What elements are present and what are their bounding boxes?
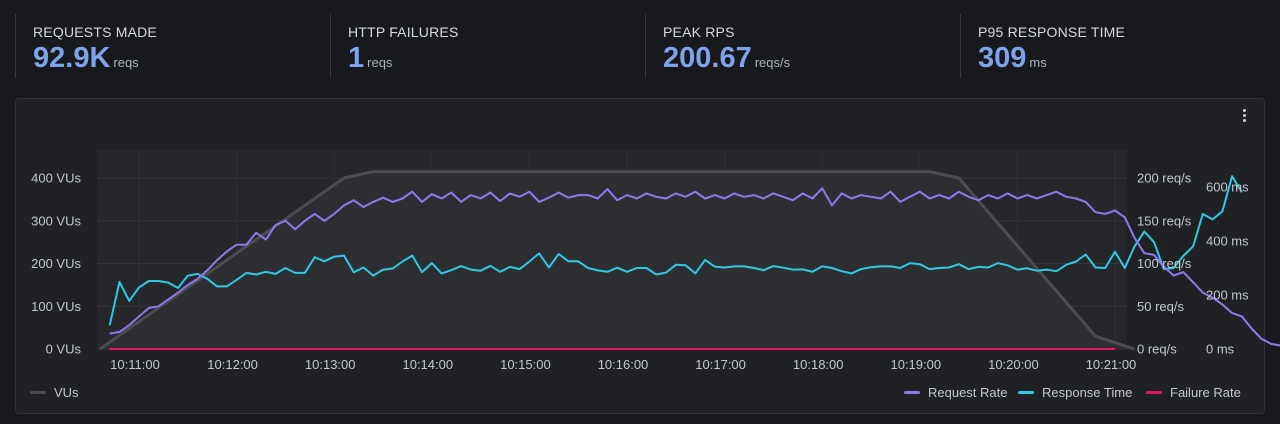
stat-value-row: 1 reqs [348,42,646,75]
legend-request-rate[interactable]: Request Rate [904,385,1008,400]
x-tick-label: 10:17:00 [695,357,746,372]
y-tick-label-right-rps: 100 req/s [1137,256,1192,271]
more-options-icon[interactable] [1237,107,1251,127]
response-time-line [108,175,1243,326]
legend-swatch [1146,391,1162,395]
legend-label: Response Time [1042,385,1133,400]
stat-label: P95 RESPONSE TIME [978,24,1126,40]
y-tick-label-right-rps: 150 req/s [1137,213,1192,228]
legend-vus[interactable]: VUs [30,385,79,400]
vus-area [99,171,1135,349]
legend-response-time[interactable]: Response Time [1018,385,1132,400]
stat-value-row: 200.67 reqs/s [663,42,961,75]
axis-labels: 0 VUs 100 VUs 200 VUs 300 VUs 400 VUs 10:11:0… [31,171,1249,373]
stat-unit: reqs [113,55,139,70]
x-tick-label: 10:14:00 [402,357,453,372]
y-tick-label-right-rps: 200 req/s [1137,171,1192,186]
legend-swatch [1018,391,1034,395]
legend-swatch [904,391,920,395]
stat-label: REQUESTS MADE [33,24,157,40]
stat-unit: reqs/s [754,55,791,70]
y-tick-label-left: 200 VUs [31,256,81,271]
stat-unit: ms [1029,55,1047,70]
y-tick-label-right-rps: 0 req/s [1137,342,1177,357]
x-tick-label: 10:13:00 [305,357,356,372]
stat-value-row: 309 ms [978,42,1268,75]
stat-http-failures: HTTP FAILURES 1 reqs [330,14,646,78]
stat-label: PEAK RPS [663,24,735,40]
y-tick-label-right-ms: 400 ms [1206,234,1249,249]
stat-requests-made: REQUESTS MADE 92.9K reqs [15,14,333,78]
x-tick-label: 10:16:00 [598,357,649,372]
stat-peak-rps: PEAK RPS 200.67 reqs/s [645,14,961,78]
x-tick-label: 10:12:00 [207,357,258,372]
legend-swatch [30,391,46,395]
stat-value: 92.9K [33,42,111,74]
chart-lines [108,175,1280,350]
x-tick-label: 10:20:00 [988,357,1039,372]
vus-line [99,170,1135,351]
stat-unit: reqs [367,55,393,70]
vus-series [99,170,1135,351]
stat-value: 309 [978,42,1027,74]
x-tick-label: 10:11:00 [110,357,160,372]
y-tick-label-left: 100 VUs [31,299,81,314]
x-tick-label: 10:15:00 [500,357,551,372]
y-tick-label-left: 400 VUs [31,171,81,186]
stat-label: HTTP FAILURES [348,24,459,40]
y-tick-label-right-ms: 600 ms [1206,180,1249,195]
y-tick-label-right-ms: 200 ms [1206,288,1249,303]
stat-value-row: 92.9K reqs [33,42,333,75]
stat-value: 1 [348,42,365,74]
y-tick-label-left: 300 VUs [31,213,81,228]
y-tick-label-left: 0 VUs [46,342,82,357]
legend-failure-rate[interactable]: Failure Rate [1146,385,1241,400]
legend-label: Request Rate [928,385,1008,400]
legend-label: VUs [54,385,79,400]
stat-value: 200.67 [663,42,752,74]
request-rate-line [109,187,1280,347]
legend-label: Failure Rate [1170,385,1241,400]
y-tick-label-right-ms: 0 ms [1206,342,1235,357]
x-tick-label: 10:18:00 [793,357,844,372]
x-tick-label: 10:21:00 [1086,357,1137,372]
x-tick-label: 10:19:00 [890,357,941,372]
stat-p95-response-time: P95 RESPONSE TIME 309 ms [960,14,1268,78]
y-tick-label-right-rps: 50 req/s [1137,299,1184,314]
